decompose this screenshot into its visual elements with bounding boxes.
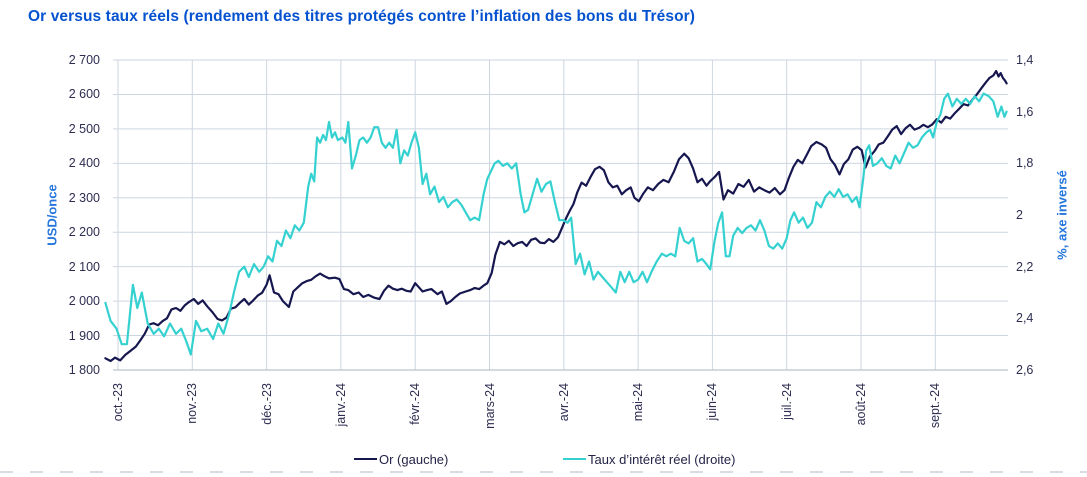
right-axis-tick-label: 1,4 (1016, 53, 1034, 67)
left-axis-tick-label: 1 900 (68, 328, 100, 343)
right-axis-tick-label: 2,4 (1016, 311, 1034, 326)
x-axis-tick-label: nov.-23 (185, 383, 200, 424)
legend-label-real-rate: Taux d’intérêt réel (droite) (588, 451, 736, 467)
page-edge-dashes-artifact (0, 471, 1087, 473)
left-axis-tick-label: 2 700 (68, 53, 100, 67)
legend-item-real-rate: Taux d’intérêt réel (droite) (563, 451, 735, 467)
right-axis-tick-label: 2,2 (1016, 259, 1034, 274)
x-axis-tick-label: août-24 (854, 383, 868, 426)
x-axis-tick-label: mars-24 (482, 383, 497, 429)
x-axis-tick-label: juil.-24 (779, 383, 794, 420)
left-axis-tick-label: 2 300 (68, 190, 100, 205)
right-axis-tick-label: 1,8 (1016, 156, 1034, 171)
x-axis-tick-label: mai-24 (631, 383, 646, 422)
x-axis-tick-label: juin-24 (705, 383, 720, 421)
legend-item-gold: Or (gauche) (354, 451, 448, 467)
left-axis-tick-label: 2 000 (68, 294, 100, 309)
right-axis-tick-label: 2,6 (1016, 363, 1034, 377)
x-axis-tick-label: déc.-23 (259, 383, 274, 425)
legend-label-gold: Or (gauche) (379, 451, 449, 467)
left-axis-tick-label: 2 400 (68, 156, 100, 171)
chart-title: Or versus taux réels (rendement des titr… (28, 8, 696, 25)
left-axis-tick-label: 2 500 (68, 121, 100, 136)
left-axis-tick-label: 1 800 (68, 363, 100, 377)
right-axis-tick-label: 2 (1016, 208, 1023, 222)
real-rate-series-line (104, 92, 1008, 356)
left-axis-tick-label: 2 100 (68, 259, 100, 274)
left-axis-tick-label: 2 200 (68, 225, 100, 240)
right-axis-tick-label: 1,6 (1016, 104, 1034, 119)
gold-line-swatch-icon (354, 457, 377, 461)
x-axis-tick-label: févr.-24 (408, 383, 423, 425)
gold-series-line (104, 69, 1008, 363)
x-axis-tick-label: sept.-24 (928, 383, 943, 429)
x-axis-tick-label: oct.-23 (111, 383, 125, 422)
real-rate-line-swatch-icon (563, 457, 586, 461)
x-axis-tick-label: avr.-24 (556, 383, 571, 422)
left-axis-tick-label: 2 600 (68, 87, 100, 102)
x-axis-tick-label: janv.-24 (333, 383, 348, 427)
